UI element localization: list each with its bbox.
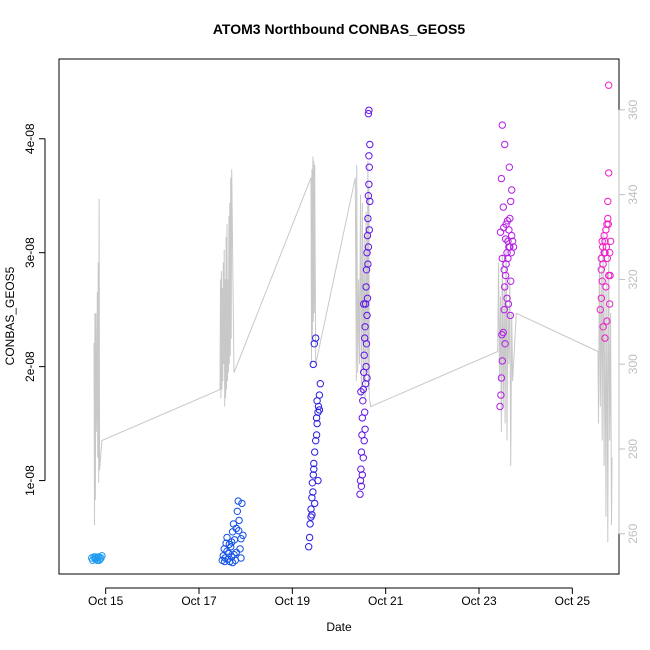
data-point	[238, 555, 244, 561]
data-point	[359, 472, 365, 478]
data-point	[234, 508, 240, 514]
data-point	[500, 204, 506, 210]
data-point	[307, 521, 313, 527]
y2-tick-label: 340	[626, 184, 640, 204]
data-point	[508, 278, 514, 284]
x-tick-label: Oct 17	[181, 594, 217, 608]
chart-title: ATOM3 Northbound CONBAS_GEOS5	[213, 21, 465, 37]
data-point	[508, 198, 514, 204]
data-point	[312, 449, 318, 455]
y2-tick-label: 260	[626, 523, 640, 543]
data-point	[362, 409, 368, 415]
data-point	[237, 546, 243, 552]
x-tick-label: Oct 15	[88, 594, 124, 608]
y-axis-right: 260 280 300 320 340 360	[619, 100, 640, 544]
data-point	[498, 175, 504, 181]
x-tick-label: Oct 25	[555, 594, 591, 608]
x-axis: Oct 15 Oct 17 Oct 19 Oct 21 Oct 23 Oct 25	[88, 588, 590, 608]
data-point	[312, 500, 318, 506]
y-axis-title: CONBAS_GEOS5	[3, 266, 17, 365]
y-tick-label: 4e-08	[23, 123, 37, 154]
data-point	[360, 398, 366, 404]
y-tick-label: 1e-08	[23, 465, 37, 496]
y2-tick-label: 300	[626, 354, 640, 374]
data-point	[310, 361, 316, 367]
y-axis-left: 1e-08 2e-08 3e-08 4e-08	[23, 123, 45, 496]
plot-frame	[59, 59, 619, 574]
data-point	[366, 164, 372, 170]
data-point	[361, 438, 367, 444]
data-point	[606, 82, 612, 88]
data-point	[357, 491, 363, 497]
data-point	[360, 455, 366, 461]
x-axis-title: Date	[326, 620, 352, 634]
y2-tick-label: 280	[626, 439, 640, 459]
data-point	[317, 381, 323, 387]
data-point	[367, 141, 373, 147]
data-point	[362, 426, 368, 432]
data-point	[499, 122, 505, 128]
scatter-points	[89, 82, 614, 566]
data-point	[306, 544, 312, 550]
data-point	[605, 198, 611, 204]
data-point	[497, 229, 503, 235]
data-point	[497, 403, 503, 409]
y-tick-label: 3e-08	[23, 237, 37, 268]
data-point	[603, 244, 609, 250]
data-point	[229, 529, 235, 535]
data-point	[308, 514, 314, 520]
x-tick-label: Oct 19	[275, 594, 311, 608]
data-point	[306, 534, 312, 540]
data-point	[315, 477, 321, 483]
data-point	[606, 170, 612, 176]
y-tick-label: 2e-08	[23, 351, 37, 382]
data-point	[509, 187, 515, 193]
data-point	[366, 153, 372, 159]
y2-tick-label: 360	[626, 100, 640, 120]
background-series	[94, 157, 612, 543]
data-point	[236, 517, 242, 523]
x-tick-label: Oct 23	[461, 594, 497, 608]
data-point	[506, 164, 512, 170]
y2-tick-label: 320	[626, 269, 640, 289]
data-point	[508, 250, 514, 256]
background-line	[94, 157, 612, 543]
data-point	[502, 141, 508, 147]
x-tick-label: Oct 21	[368, 594, 404, 608]
data-point	[314, 398, 320, 404]
